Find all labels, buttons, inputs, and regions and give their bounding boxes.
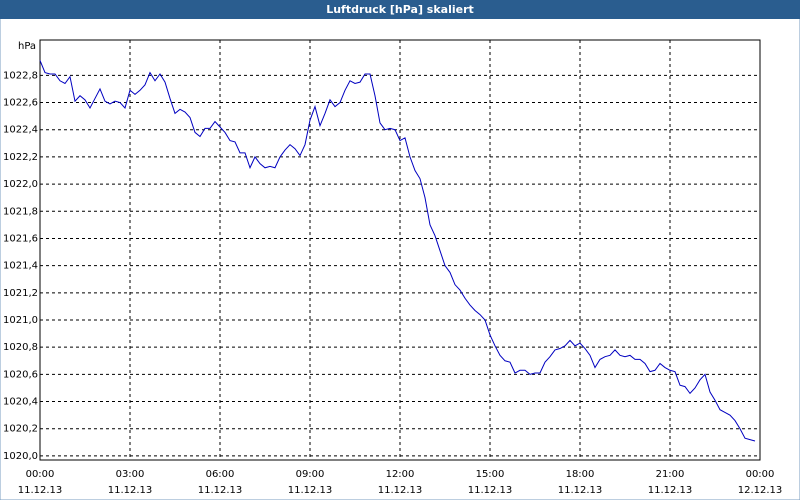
y-tick-label: 1022,0 — [3, 179, 38, 190]
x-tick-date: 12.12.13 — [738, 485, 783, 496]
data-line — [39, 60, 756, 442]
x-tick-label: 00:00 — [746, 469, 775, 480]
y-tick-label: 1021,2 — [3, 288, 38, 299]
chart-title: Luftdruck [hPa] skaliert — [326, 3, 474, 16]
y-tick-label: 1022,4 — [3, 125, 38, 136]
title-bar — [0, 0, 800, 19]
x-tick-date: 11.12.13 — [288, 485, 333, 496]
y-tick-label: 1021,8 — [3, 206, 38, 217]
y-tick-label: 1022,2 — [3, 152, 38, 163]
x-tick-date: 11.12.13 — [108, 485, 153, 496]
y-tick-label: 1020,4 — [3, 397, 38, 408]
x-tick-label: 18:00 — [566, 469, 595, 480]
y-tick-label: 1021,0 — [3, 315, 38, 326]
x-tick-date: 11.12.13 — [558, 485, 603, 496]
y-tick-label: 1020,0 — [3, 451, 38, 462]
x-tick-date: 11.12.13 — [18, 485, 63, 496]
y-tick-label: 1020,2 — [3, 424, 38, 435]
x-tick-label: 15:00 — [476, 469, 505, 480]
y-tick-label: 1021,6 — [3, 233, 38, 244]
x-tick-label: 21:00 — [656, 469, 685, 480]
x-tick-label: 00:00 — [26, 469, 55, 480]
y-tick-label: 1020,6 — [3, 369, 38, 380]
x-tick-date: 11.12.13 — [198, 485, 243, 496]
y-tick-label: 1022,8 — [3, 70, 38, 81]
x-tick-date: 11.12.13 — [648, 485, 693, 496]
y-tick-label: 1022,6 — [3, 98, 38, 109]
x-tick-date: 11.12.13 — [378, 485, 423, 496]
x-tick-label: 12:00 — [386, 469, 415, 480]
x-tick-date: 11.12.13 — [468, 485, 513, 496]
x-tick-label: 09:00 — [296, 469, 325, 480]
y-tick-label: 1020,8 — [3, 342, 38, 353]
y-tick-label: 1021,4 — [3, 261, 38, 272]
x-tick-label: 06:00 — [206, 469, 235, 480]
y-unit: hPa — [18, 41, 36, 52]
x-tick-label: 03:00 — [116, 469, 145, 480]
